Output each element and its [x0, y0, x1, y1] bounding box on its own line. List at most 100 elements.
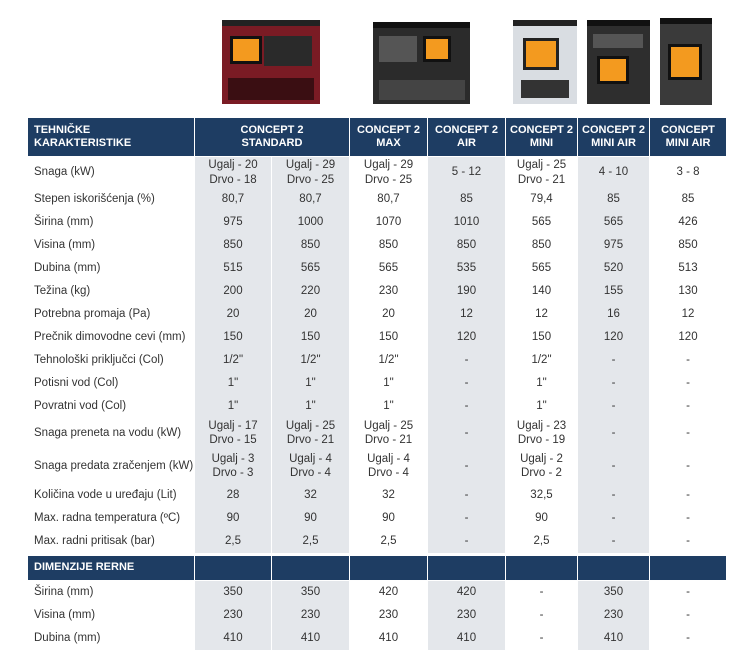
value-cell: - [650, 604, 727, 627]
value-cell: - [428, 395, 506, 417]
value-cell: 155 [578, 280, 650, 303]
value-cell: 32,5 [506, 483, 578, 507]
value-cell: 230 [428, 604, 506, 627]
value-cell: 1" [272, 395, 350, 417]
stove-image [222, 20, 320, 104]
value-cell: 1/2" [195, 349, 272, 372]
value-cell: - [578, 483, 650, 507]
value-cell: - [650, 581, 727, 604]
value-cell: 2,5 [272, 530, 350, 553]
value-cell: 1" [506, 395, 578, 417]
section-header-cell [506, 556, 578, 580]
value-cell: 350 [272, 581, 350, 604]
value-cell: - [578, 349, 650, 372]
value-cell: 565 [506, 257, 578, 280]
value-cell: 535 [428, 257, 506, 280]
section-title: DIMENZIJE RERNE [28, 556, 195, 580]
row-label: Visina (mm) [28, 604, 195, 627]
value-cell: 230 [195, 604, 272, 627]
value-cell: 350 [578, 581, 650, 604]
value-cell: 80,7 [350, 188, 428, 211]
stove-image [587, 20, 650, 104]
value-cell: 850 [650, 234, 727, 257]
section-header-cell [428, 556, 506, 580]
header-column: CONCEPT MINI AIR [650, 118, 727, 156]
value-cell: 150 [272, 326, 350, 349]
value-cell: 410 [272, 627, 350, 650]
value-cell: 150 [506, 326, 578, 349]
value-cell: 200 [195, 280, 272, 303]
value-cell: - [578, 372, 650, 395]
value-cell: 565 [506, 211, 578, 234]
row-label: Max. radna temperatura (ºC) [28, 507, 195, 530]
header-column: CONCEPT 2 MINI AIR [578, 118, 650, 156]
value-cell: 420 [428, 581, 506, 604]
value-cell: - [428, 417, 506, 449]
value-cell: 1" [506, 372, 578, 395]
value-cell: 1" [350, 395, 428, 417]
row-label: Potrebna promaja (Pa) [28, 303, 195, 326]
value-cell: - [578, 507, 650, 530]
value-cell: - [428, 483, 506, 507]
value-cell: Ugalj - 25 Drvo - 21 [272, 417, 350, 449]
value-cell: 80,7 [272, 188, 350, 211]
row-label: Dubina (mm) [28, 627, 195, 650]
row-label: Širina (mm) [28, 211, 195, 234]
section-header-cell [350, 556, 428, 580]
value-cell: 850 [428, 234, 506, 257]
value-cell: 850 [195, 234, 272, 257]
value-cell: Ugalj - 25 Drvo - 21 [350, 417, 428, 449]
value-cell: 20 [195, 303, 272, 326]
value-cell: 1070 [350, 211, 428, 234]
row-label: Max. radni pritisak (bar) [28, 530, 195, 553]
value-cell: 520 [578, 257, 650, 280]
value-cell: 1/2" [272, 349, 350, 372]
row-label: Prečnik dimovodne cevi (mm) [28, 326, 195, 349]
value-cell: 85 [578, 188, 650, 211]
header-column: CONCEPT 2 MAX [350, 118, 428, 156]
value-cell: 426 [650, 211, 727, 234]
value-cell: 150 [195, 326, 272, 349]
value-cell: - [578, 449, 650, 483]
value-cell: Ugalj - 25 Drvo - 21 [506, 157, 578, 188]
value-cell: - [650, 417, 727, 449]
value-cell: - [428, 449, 506, 483]
value-cell: - [428, 372, 506, 395]
value-cell: 79,4 [506, 188, 578, 211]
value-cell: 12 [506, 303, 578, 326]
stove-image [660, 18, 712, 105]
value-cell: 975 [195, 211, 272, 234]
value-cell: 28 [195, 483, 272, 507]
value-cell: 565 [578, 211, 650, 234]
value-cell: - [428, 349, 506, 372]
value-cell: 515 [195, 257, 272, 280]
header-column: CONCEPT 2 STANDARD [195, 118, 350, 156]
value-cell: 4 - 10 [578, 157, 650, 188]
value-cell: - [506, 627, 578, 650]
value-cell: 230 [350, 604, 428, 627]
value-cell: - [650, 449, 727, 483]
value-cell: 1010 [428, 211, 506, 234]
row-label: Potisni vod (Col) [28, 372, 195, 395]
value-cell: 2,5 [350, 530, 428, 553]
value-cell: 12 [428, 303, 506, 326]
value-cell: 410 [195, 627, 272, 650]
value-cell: 410 [350, 627, 428, 650]
value-cell: 350 [195, 581, 272, 604]
value-cell: 975 [578, 234, 650, 257]
value-cell: Ugalj - 29 Drvo - 25 [350, 157, 428, 188]
row-label: Snaga preneta na vodu (kW) [28, 417, 195, 449]
value-cell: Ugalj - 23 Drvo - 19 [506, 417, 578, 449]
stove-image [373, 22, 470, 104]
value-cell: 120 [578, 326, 650, 349]
value-cell: - [650, 349, 727, 372]
stove-image [513, 20, 577, 104]
value-cell: 90 [272, 507, 350, 530]
section-header-cell [272, 556, 350, 580]
section-header-cell [578, 556, 650, 580]
row-label: Stepen iskorišćenja (%) [28, 188, 195, 211]
value-cell: - [650, 627, 727, 650]
value-cell: - [428, 530, 506, 553]
value-cell: Ugalj - 4 Drvo - 4 [350, 449, 428, 483]
